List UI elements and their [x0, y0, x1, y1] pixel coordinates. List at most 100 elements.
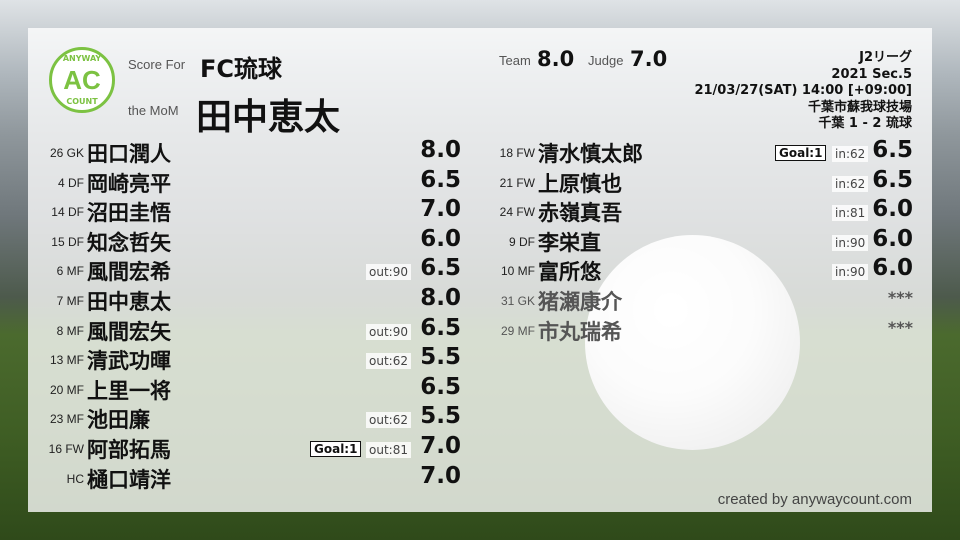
league: J2リーグ [859, 50, 912, 65]
player-name: 上原慎也 [538, 171, 622, 196]
substitution-badge: out:90 [366, 323, 411, 340]
player-name: 知念哲矢 [87, 230, 171, 255]
substitution-badge: in:90 [832, 264, 869, 281]
player-row: 16 FW 阿部拓馬 Goal:1 out:81 7.0 [0, 433, 960, 463]
player-rating: *** [887, 288, 913, 307]
player-position: GK [66, 146, 84, 160]
player-rating: 8.0 [420, 137, 461, 163]
result: 千葉 1 - 2 琉球 [818, 116, 912, 131]
player-row: 23 MF 池田廉 out:62 5.5 [0, 403, 960, 433]
player-rating: 6.0 [420, 225, 461, 252]
player-row: 14 DF 沼田圭悟 7.0 [0, 196, 960, 226]
player-number-position: 20 MF [44, 383, 84, 397]
player-row: 10 MF 富所悠 in:90 6.0 [0, 255, 960, 285]
player-position: MF [517, 323, 535, 338]
player-position: MF [66, 382, 84, 397]
substitution-badge: out:62 [366, 353, 411, 370]
substitution-badge: out:90 [366, 264, 411, 281]
player-position: FW [516, 205, 535, 220]
player-row: 7 MF 田中恵太 8.0 [0, 285, 960, 315]
player-name: 岡崎亮平 [87, 171, 171, 196]
player-rating: 5.5 [420, 344, 461, 371]
player-number-position: 15 DF [44, 235, 84, 249]
player-row: 6 MF 風間宏希 out:90 6.5 [0, 255, 960, 285]
player-number-position: 18 FW [495, 146, 535, 160]
player-number-position: 8 MF [44, 324, 84, 338]
player-rating: 7.0 [420, 196, 461, 223]
player-rating: 6.5 [420, 255, 461, 282]
player-name: 李栄直 [538, 230, 601, 255]
player-number-position: 6 MF [44, 264, 84, 278]
club-name: FC琉球 [200, 55, 283, 83]
player-number: 20 [49, 382, 64, 397]
player-name: 清武功暉 [87, 349, 171, 374]
player-rating: 6.0 [872, 255, 913, 282]
player-row: 4 DF 岡崎亮平 6.5 [0, 166, 960, 197]
player-name: 樋口靖洋 [87, 467, 171, 492]
player-number-position: 23 MF [44, 412, 84, 426]
player-number: 21 [499, 175, 513, 190]
player-name: 風間宏矢 [87, 319, 171, 344]
player-row: 9 DF 李栄直 in:90 6.0 [0, 226, 960, 256]
player-position: MF [66, 323, 84, 338]
player-row: 26 GK 田口潤人 8.0 [0, 137, 960, 167]
player-row: 13 MF 清武功暉 out:62 5.5 [0, 344, 960, 374]
player-number: 8 [56, 323, 64, 338]
player-rating: 6.5 [872, 166, 913, 193]
player-rating: 7.0 [420, 433, 461, 459]
player-rating: 5.5 [420, 403, 461, 430]
player-number-position: 16 FW [44, 442, 84, 456]
player-name: 清水慎太郎 [538, 142, 643, 166]
substitution-badge: out:62 [366, 412, 411, 429]
substitution-badge: out:81 [366, 442, 411, 458]
player-row: 29 MF 市丸瑞希 *** [0, 316, 960, 345]
logo-text-top: ANYWAY [62, 54, 102, 63]
player-number-position: 10 MF [495, 264, 535, 278]
player-row: 8 MF 風間宏矢 out:90 6.5 [0, 315, 960, 345]
player-row: HC 樋口靖洋 7.0 [0, 463, 960, 493]
player-name: 猪瀬康介 [538, 290, 622, 314]
player-number-position: 7 MF [44, 294, 84, 308]
player-number: 14 [51, 205, 65, 220]
player-row: 20 MF 上里一将 6.5 [0, 374, 960, 404]
player-number-position: 4 DF [44, 176, 84, 190]
player-position: MF [66, 264, 84, 279]
player-number-position: 14 DF [44, 205, 84, 219]
score-for-label: Score For [128, 57, 186, 72]
player-number: 16 [48, 442, 62, 456]
player-row: 31 GK 猪瀬康介 *** [0, 286, 960, 315]
logo-text-bottom: COUNT [66, 97, 98, 106]
player-position: FW [516, 146, 535, 160]
player-rating: 8.0 [420, 285, 461, 311]
player-number: 29 [500, 323, 515, 338]
player-rating: 6.5 [420, 166, 461, 193]
judge-score: 7.0 [630, 47, 668, 71]
player-number-position: 26 GK [44, 146, 84, 160]
player-number: 31 [500, 294, 515, 308]
player-name: 市丸瑞希 [538, 319, 622, 344]
match-info: J2リーグ 2021 Sec.5 21/03/27(SAT) 14:00 [+0… [694, 50, 912, 133]
team-score: 8.0 [537, 47, 575, 71]
player-number-position: 31 GK [495, 294, 535, 308]
player-position: MF [66, 412, 84, 427]
substitution-badge: in:62 [832, 175, 869, 192]
player-position: DF [68, 205, 84, 220]
player-row: 21 FW 上原慎也 in:62 6.5 [0, 166, 960, 197]
anywaycount-logo: ANYWAY AC COUNT [49, 47, 115, 113]
player-position: GK [517, 294, 535, 308]
player-name: 田口潤人 [87, 142, 171, 166]
section: 2021 Sec.5 [831, 66, 912, 82]
rating-panel [28, 28, 932, 512]
player-position: MF [66, 353, 84, 368]
player-name: 上里一将 [87, 378, 171, 403]
player-number: 24 [499, 205, 513, 220]
team-label: Team [499, 53, 531, 68]
player-row: 15 DF 知念哲矢 6.0 [0, 225, 960, 256]
player-position: MF [517, 264, 535, 279]
player-name: 池田廉 [87, 408, 150, 433]
logo-text-mid: AC [63, 64, 101, 95]
goal-badge: Goal:1 [775, 145, 827, 161]
player-row: 18 FW 清水慎太郎 Goal:1 in:62 6.5 [0, 137, 960, 167]
player-rating: 6.0 [872, 196, 913, 223]
player-number: 13 [49, 353, 64, 368]
